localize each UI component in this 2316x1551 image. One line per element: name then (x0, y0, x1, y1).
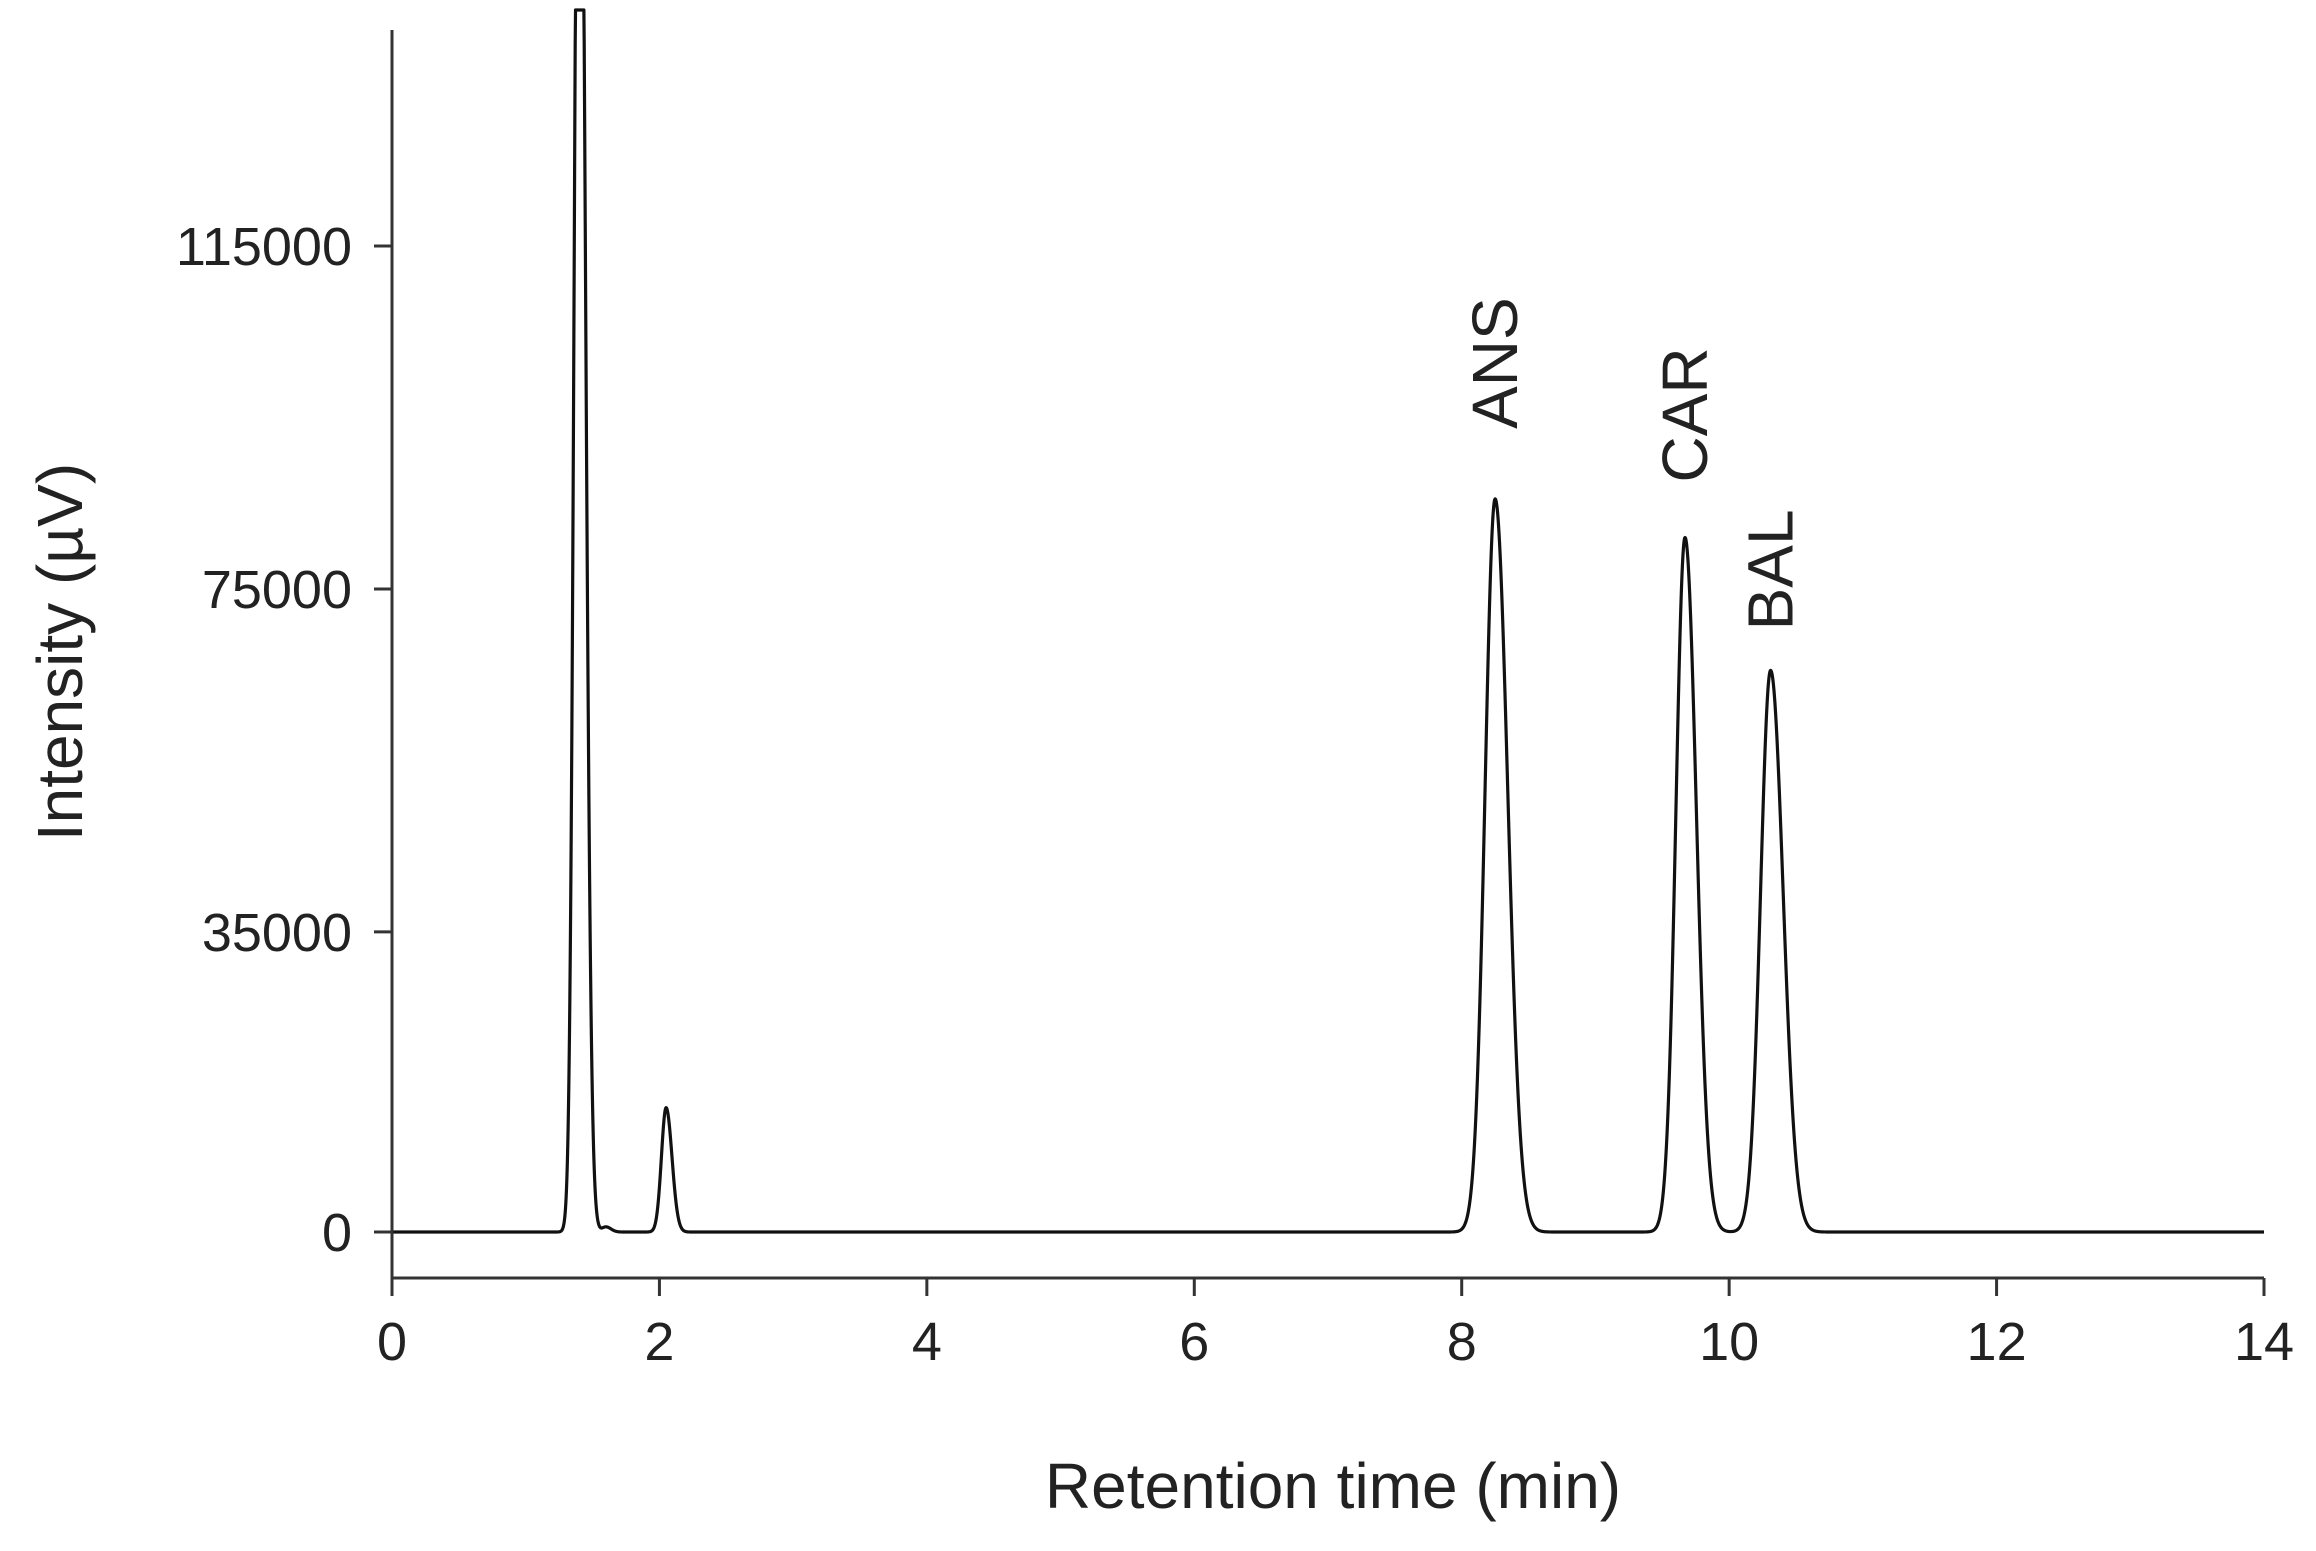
y-tick-label: 0 (322, 1203, 352, 1263)
y-tick-label: 35000 (202, 903, 352, 963)
x-axis-title: Retention time (min) (1045, 1450, 1621, 1522)
y-axis-title: Intensity (µV) (24, 463, 96, 841)
y-tick-label: 75000 (202, 560, 352, 620)
y-tick-label: 115000 (176, 217, 352, 277)
x-axis-ticks: 0 2 4 6 8 10 12 14 (377, 1278, 2294, 1372)
x-tick-label: 6 (1179, 1312, 1209, 1372)
x-tick-label: 2 (644, 1312, 674, 1372)
x-tick-label: 0 (377, 1312, 407, 1372)
x-tick-label: 8 (1447, 1312, 1477, 1372)
chromatogram-trace (392, 8, 2266, 1234)
y-axis-ticks: 0 35000 75000 115000 (176, 217, 392, 1263)
x-tick-label: 14 (2234, 1312, 2294, 1372)
x-tick-label: 12 (1967, 1312, 2027, 1372)
peak-label-car: CAR (1649, 347, 1721, 482)
peak-label-bal: BAL (1735, 509, 1807, 630)
x-tick-label: 4 (912, 1312, 942, 1372)
peak-label-ans: ANS (1459, 297, 1531, 429)
x-tick-label: 10 (1699, 1312, 1759, 1372)
